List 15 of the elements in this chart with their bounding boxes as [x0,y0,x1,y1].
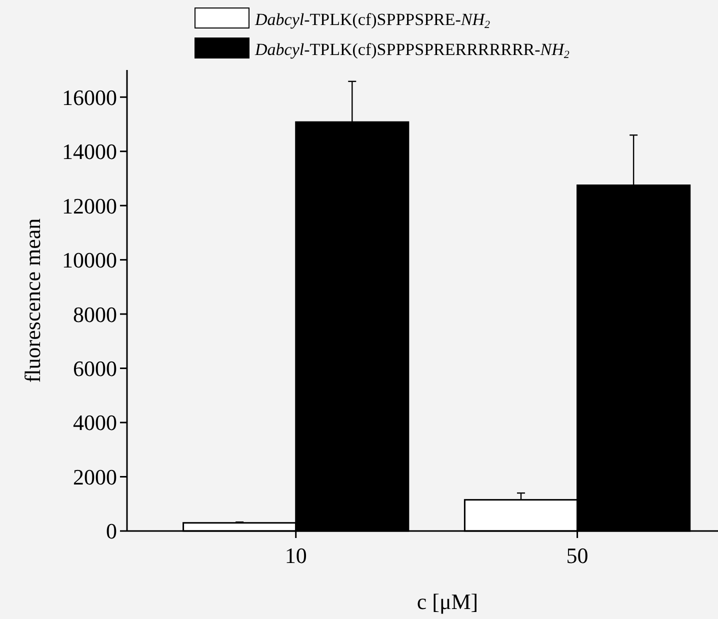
y-tick-label: 6000 [73,356,117,381]
y-tick-label: 8000 [73,302,117,327]
y-tick-label: 2000 [73,464,117,490]
y-tick-label: 14000 [62,139,117,164]
y-axis-title: fluorescence mean [20,218,45,383]
y-tick-label: 4000 [73,410,117,436]
legend-label: Dabcyl-TPLK(cf)SPPPSPRE-NH$_{2}$ [254,10,491,32]
y-tick-label: 12000 [62,193,117,218]
legend-label: Dabcyl-TPLK(cf)SPPPSPRERRRRRRR-NH$_{2}$ [254,40,570,62]
x-tick-label: 50 [566,543,588,568]
x-tick-label: 10 [284,543,307,568]
y-tick-label: 10000 [62,248,117,273]
y-tick-label: 16000 [62,84,117,110]
y-tick-label: 0 [106,518,117,544]
x-axis-title: c [μM] [416,589,478,614]
